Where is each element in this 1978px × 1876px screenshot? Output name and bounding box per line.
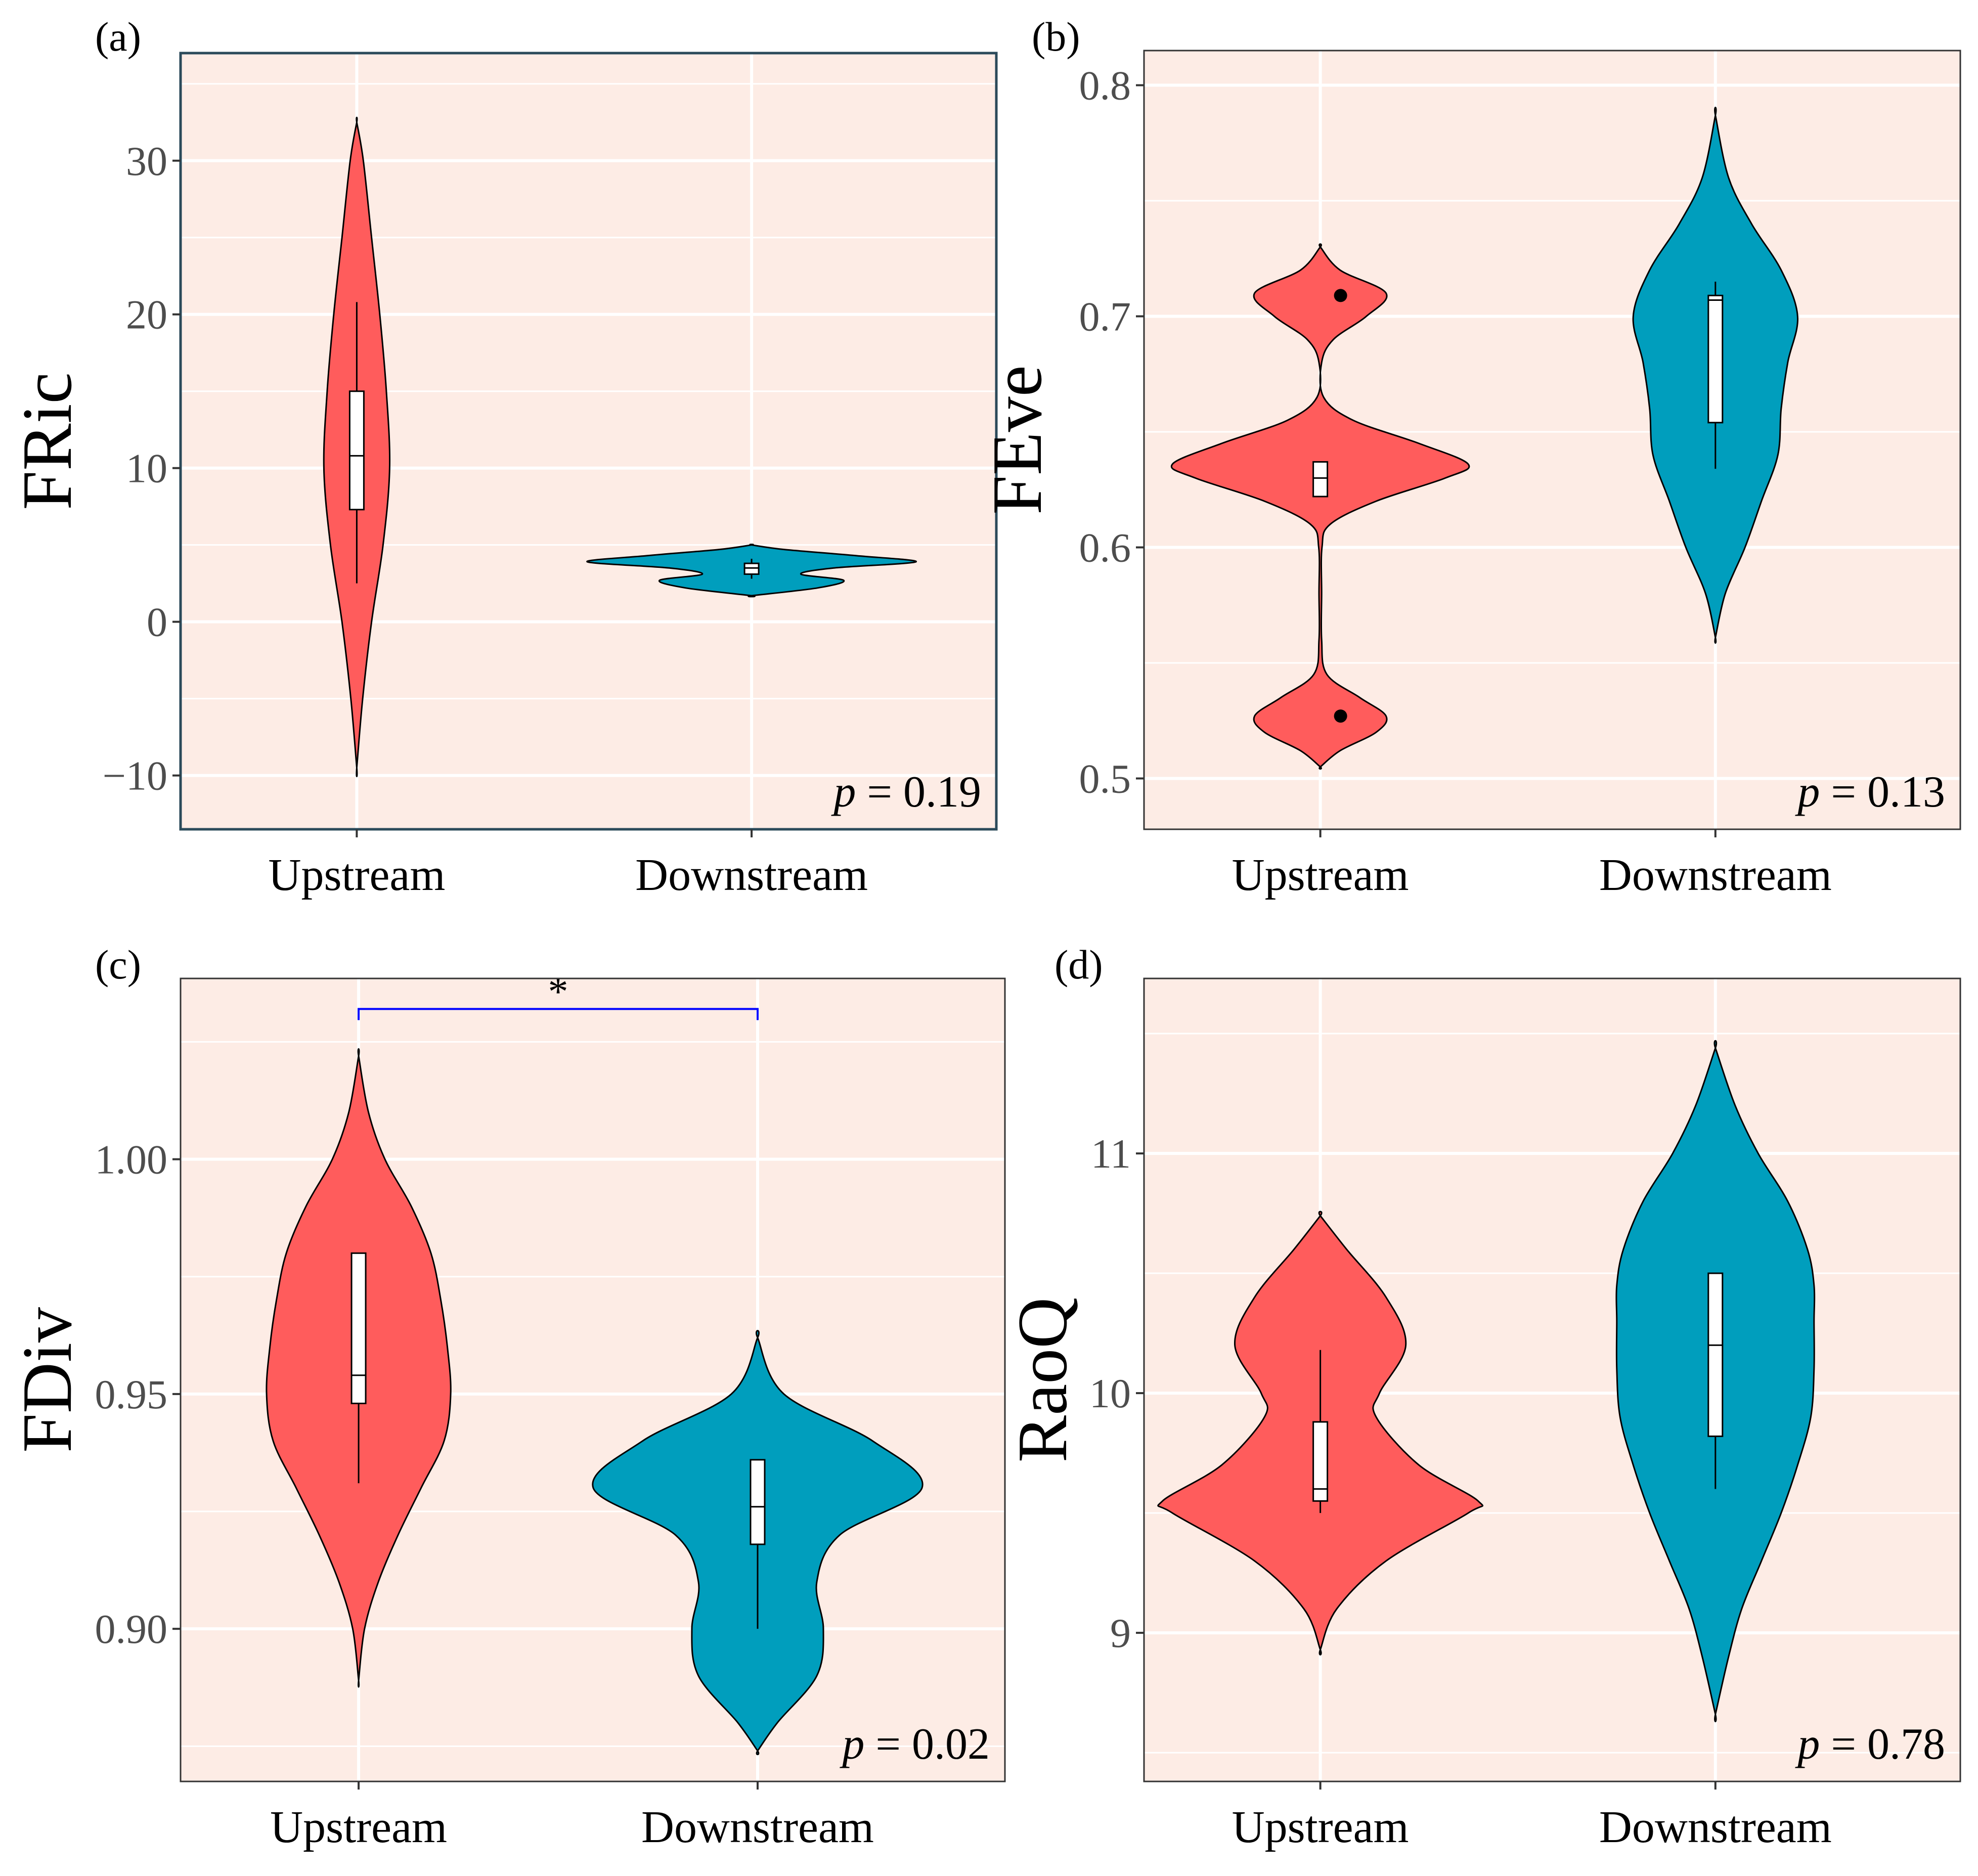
panel-border bbox=[180, 977, 1006, 1782]
significance-label: * bbox=[548, 969, 568, 1014]
y-tick-label: 20 bbox=[126, 292, 167, 338]
panel-label: (b) bbox=[1032, 14, 1080, 60]
y-tick-label: 0 bbox=[147, 599, 167, 645]
significance-bracket bbox=[358, 1008, 759, 1020]
x-category-label: Upstream bbox=[1232, 1802, 1409, 1852]
p-value: p = 0.78 bbox=[1794, 1720, 1945, 1769]
y-axis-title: FEve bbox=[978, 365, 1057, 515]
y-tick-label: 11 bbox=[1091, 1131, 1131, 1177]
x-category-label: Upstream bbox=[1232, 850, 1409, 900]
box-upstream bbox=[348, 390, 365, 511]
y-tick-label: −10 bbox=[103, 753, 167, 799]
panel-border bbox=[179, 52, 998, 831]
panel-b: 0.5 0.6 0.7 0.8 Upstream Downstream FEve (b) p =… bbox=[978, 14, 1961, 900]
y-tick-label: 0.6 bbox=[1079, 524, 1131, 570]
y-tick-label: 0.5 bbox=[1079, 755, 1131, 801]
x-category-label: Upstream bbox=[268, 850, 445, 900]
x-category-label: Downstream bbox=[1599, 1802, 1832, 1852]
panel-label: (d) bbox=[1054, 942, 1103, 988]
p-value-symbol: p bbox=[839, 1720, 864, 1769]
y-tick-label: 1.00 bbox=[95, 1137, 168, 1183]
panel-label: (c) bbox=[95, 942, 141, 988]
plot-background bbox=[181, 53, 996, 829]
p-value: p = 0.02 bbox=[839, 1720, 990, 1769]
y-axis-title: RaoQ bbox=[1003, 1298, 1082, 1463]
panel-label: (a) bbox=[95, 14, 141, 60]
y-tick-label: 30 bbox=[126, 138, 167, 184]
x-category-label: Downstream bbox=[1599, 850, 1832, 900]
box-downstream bbox=[750, 1459, 766, 1545]
p-value-symbol: p bbox=[830, 768, 856, 817]
panel-d: 9 10 11 Upstream Downstream RaoQ (d) p = 0.78 bbox=[1003, 942, 1961, 1852]
box-upstream bbox=[1312, 1421, 1329, 1502]
p-value-number: = 0.78 bbox=[1820, 1720, 1945, 1769]
y-tick-label: 0.8 bbox=[1079, 63, 1131, 109]
panel-a: −10 0 10 20 30 Upstream Downstream FRic (a) p = 0… bbox=[8, 14, 998, 900]
y-tick-label: 9 bbox=[1110, 1610, 1131, 1656]
panel-border bbox=[1143, 977, 1961, 1782]
y-tick-label: 10 bbox=[126, 445, 167, 492]
y-tick-label: 0.90 bbox=[95, 1606, 168, 1652]
box-downstream bbox=[1707, 1272, 1724, 1437]
box-upstream bbox=[350, 1252, 367, 1404]
outlier-point bbox=[1334, 709, 1347, 723]
y-tick-label: 0.95 bbox=[95, 1371, 168, 1417]
x-category-label: Downstream bbox=[635, 850, 868, 900]
box-upstream bbox=[1312, 461, 1329, 498]
p-value-symbol: p bbox=[1794, 768, 1820, 817]
p-value: p = 0.19 bbox=[830, 768, 981, 817]
x-category-label: Upstream bbox=[270, 1802, 447, 1852]
p-value-number: = 0.13 bbox=[1820, 768, 1945, 817]
y-tick-label: 0.7 bbox=[1079, 294, 1131, 340]
p-value-symbol: p bbox=[1794, 1720, 1820, 1769]
box-downstream bbox=[743, 562, 760, 575]
p-value: p = 0.13 bbox=[1794, 768, 1945, 817]
y-tick-label: 10 bbox=[1089, 1370, 1131, 1416]
panel-border bbox=[1143, 50, 1961, 830]
p-value-number: = 0.02 bbox=[864, 1720, 990, 1769]
x-category-label: Downstream bbox=[641, 1802, 874, 1852]
y-axis-title: FDiv bbox=[8, 1307, 86, 1453]
y-axis-title: FRic bbox=[8, 372, 86, 510]
box-downstream bbox=[1707, 294, 1724, 424]
panel-c: * 0.90 0.95 1.00 Upstream Downstream FDiv (c) p … bbox=[8, 942, 1006, 1852]
outlier-point bbox=[1334, 289, 1347, 302]
p-value-number: = 0.19 bbox=[856, 768, 981, 817]
violin-upstream bbox=[1170, 243, 1470, 770]
